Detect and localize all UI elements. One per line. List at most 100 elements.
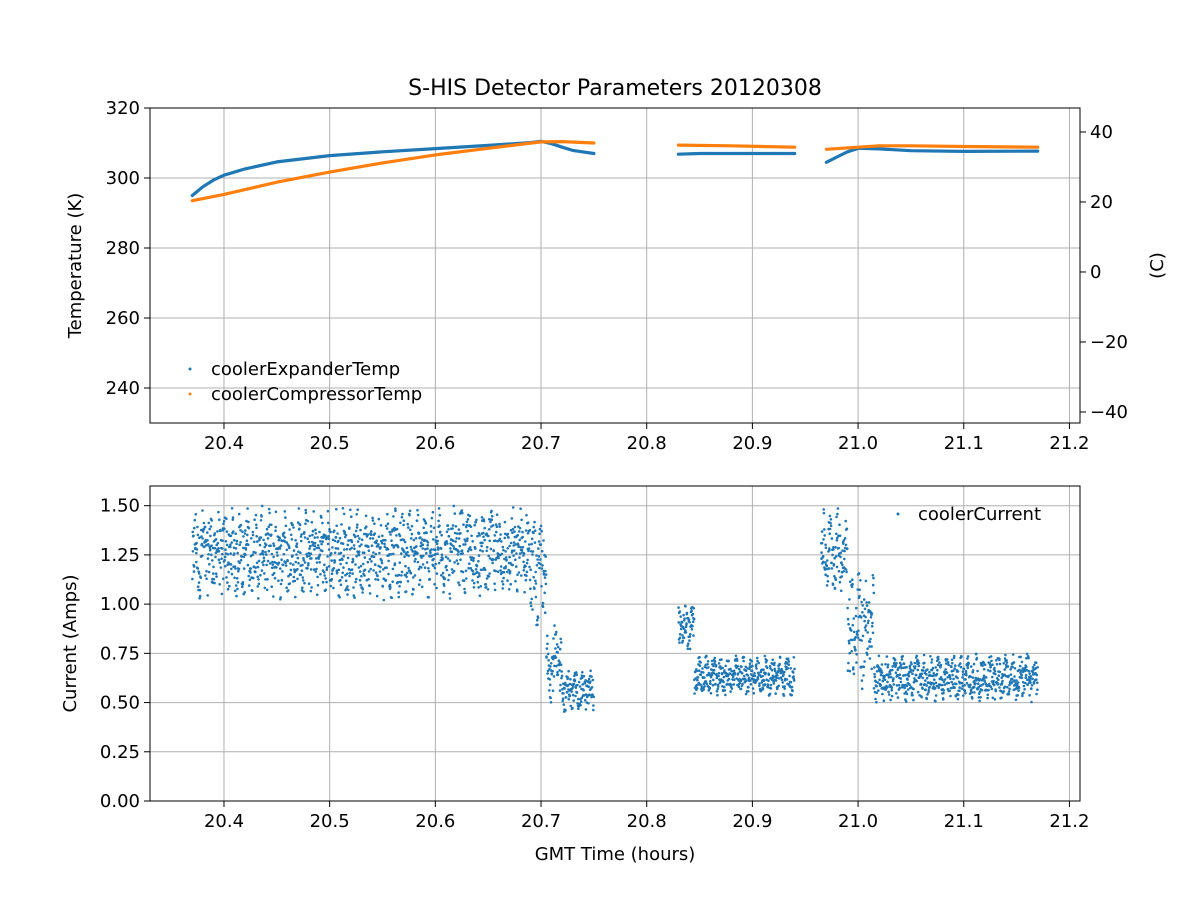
coolerCurrent-point <box>993 698 997 701</box>
coolerCurrent-point <box>273 560 276 564</box>
coolerCurrent-point <box>854 614 858 618</box>
coolerCurrent-point <box>927 689 931 692</box>
right-y-tick-label: 40 <box>1090 122 1113 143</box>
coolerCurrent-point <box>533 520 536 524</box>
coolerCurrent-point <box>372 555 376 559</box>
coolerCurrent-point <box>824 543 827 547</box>
coolerCurrent-point <box>996 682 1000 685</box>
coolerCurrent-point <box>343 535 347 539</box>
coolerCurrent-point <box>687 642 690 645</box>
coolerCurrent-point <box>243 591 246 594</box>
coolerCurrent-point <box>435 572 439 575</box>
coolerCurrent-point <box>726 682 729 686</box>
coolerCurrent-point <box>575 671 578 674</box>
coolerCurrent-point <box>497 556 500 560</box>
coolerCurrent-point <box>838 580 842 584</box>
coolerCurrent-point <box>880 663 884 666</box>
coolerCurrent-point <box>524 565 527 568</box>
coolerCurrent-point <box>255 561 259 565</box>
coolerCurrent-point <box>789 680 793 684</box>
current-chart: 20.4 20.5 20.6 20.7 20.8 20.9 21.0 21.1 21.20.00… <box>60 485 1089 865</box>
coolerCurrent-point <box>348 574 351 578</box>
coolerCurrent-point <box>322 536 326 539</box>
coolerCurrent-point <box>321 549 324 553</box>
coolerCurrent-point <box>279 596 283 599</box>
coolerCurrent-point <box>369 567 373 571</box>
coolerCurrent-point <box>498 537 502 541</box>
coolerCurrent-point <box>405 575 408 579</box>
coolerCurrent-point <box>433 566 437 570</box>
coolerCurrent-point <box>247 520 250 524</box>
coolerCurrent-point <box>548 689 551 692</box>
coolerCurrent-point <box>829 521 832 525</box>
coolerCurrent-point <box>866 647 869 650</box>
coolerCurrent-point <box>939 663 943 667</box>
coolerCurrent-point <box>498 525 502 528</box>
coolerCurrent-point <box>865 601 868 604</box>
coolerCurrent-point <box>196 533 200 537</box>
coolerCurrent-point <box>839 589 843 593</box>
coolerCurrent-point <box>1014 698 1018 702</box>
coolerCurrent-point <box>488 572 491 575</box>
coolerCurrent-point <box>572 685 575 688</box>
coolerCurrent-point <box>254 570 257 574</box>
coolerCurrent-point <box>196 567 200 570</box>
coolerCurrent-point <box>298 527 301 531</box>
coolerCurrent-point <box>825 564 829 568</box>
coolerCurrent-point <box>1027 656 1030 660</box>
coolerCurrent-point <box>241 581 245 584</box>
coolerCurrent-point <box>837 569 841 573</box>
coolerCurrent-point <box>879 673 883 677</box>
coolerCurrent-point <box>481 550 485 553</box>
coolerCurrent-point <box>333 559 337 562</box>
coolerCurrent-point <box>250 537 253 540</box>
coolerCurrent-point <box>686 644 689 648</box>
coolerCurrent-point <box>1029 675 1033 678</box>
coolerCurrent-point <box>373 522 376 525</box>
coolerCurrent-point <box>912 687 915 691</box>
coolerCurrent-point <box>212 572 215 575</box>
coolerCurrent-point <box>295 542 299 545</box>
coolerCurrent-point <box>459 558 462 561</box>
coolerCurrent-point <box>507 536 510 539</box>
coolerCurrent-point <box>920 695 923 699</box>
coolerCurrent-point <box>707 671 711 675</box>
coolerCurrent-point <box>530 597 533 601</box>
coolerCurrent-point <box>300 539 303 543</box>
coolerCurrent-point <box>554 647 557 650</box>
right-y-tick-label: −20 <box>1090 332 1128 353</box>
coolerCurrent-point <box>712 668 716 672</box>
coolerCurrent-point <box>1021 681 1025 684</box>
coolerCurrent-point <box>1004 653 1007 657</box>
coolerCurrent-point <box>1019 669 1023 672</box>
coolerCurrent-point <box>914 665 917 668</box>
coolerCurrent-point <box>852 672 856 676</box>
coolerCurrent-point <box>551 670 554 673</box>
coolerCurrent-point <box>688 647 692 651</box>
coolerCurrent-point <box>369 533 373 536</box>
coolerCurrent-point <box>332 586 335 590</box>
x-tick-label: 20.9 <box>732 433 772 454</box>
coolerCurrent-point <box>693 692 696 695</box>
coolerCurrent-point <box>758 684 761 687</box>
coolerCurrent-point <box>299 551 302 554</box>
coolerCurrent-point <box>769 683 773 687</box>
coolerCurrent-point <box>316 575 319 579</box>
coolerCurrent-point <box>708 686 712 690</box>
coolerCurrent-point <box>677 621 680 624</box>
coolerCurrent-point <box>783 670 786 674</box>
series-coolerCurrent <box>191 504 1039 713</box>
coolerCurrent-point <box>989 655 993 658</box>
coolerCurrent-point <box>251 533 255 537</box>
coolerCurrent-point <box>847 622 850 626</box>
coolerCurrent-point <box>994 672 997 676</box>
coolerCurrent-point <box>681 639 685 643</box>
coolerCurrent-point <box>409 571 413 575</box>
coolerCurrent-point <box>429 524 433 528</box>
coolerCurrent-point <box>734 654 738 658</box>
coolerCurrent-point <box>528 528 532 532</box>
coolerCurrent-point <box>486 588 490 591</box>
coolerCurrent-point <box>218 583 221 586</box>
coolerCurrent-point <box>452 504 456 508</box>
coolerCurrent-point <box>260 504 264 508</box>
